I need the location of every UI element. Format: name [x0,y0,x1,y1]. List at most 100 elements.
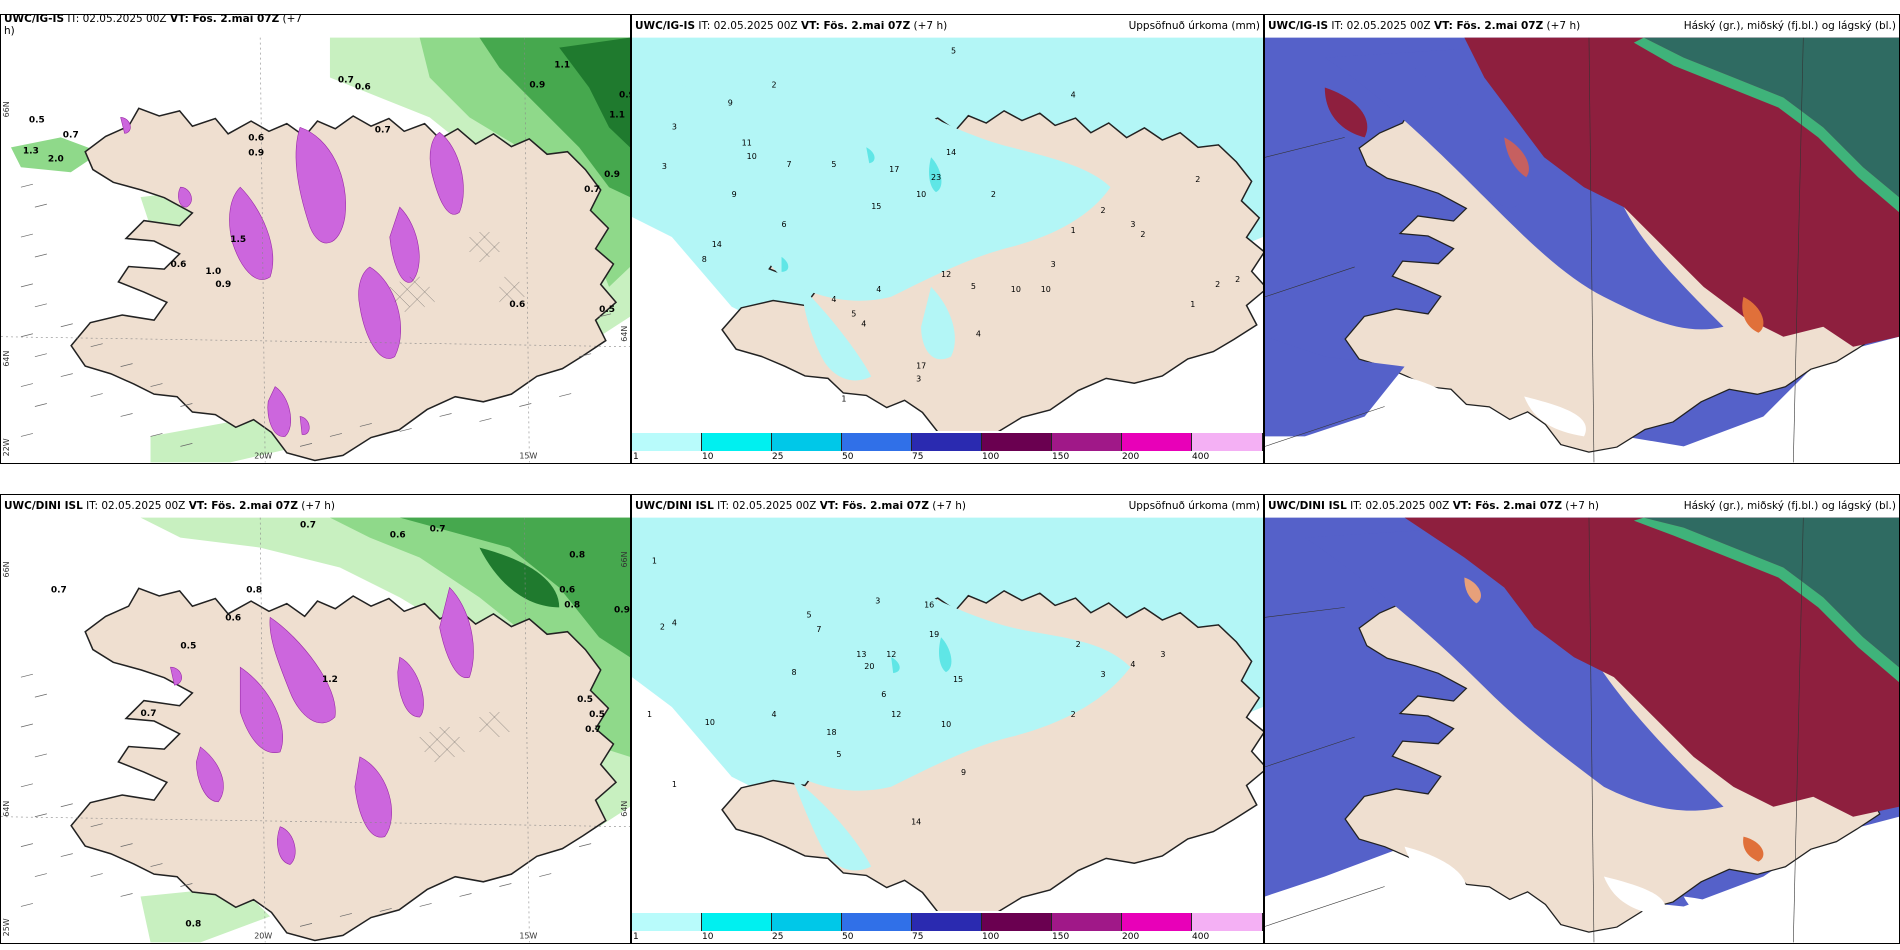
panel-top-mid: UWC/IG-IS IT: 02.05.2025 00Z VT: Fös. 2.… [631,14,1264,464]
value-label: 4 [672,618,677,627]
model-name: UWC/DINI ISL [4,500,83,512]
value-label: 0.6 [355,83,371,93]
graticule [1,37,630,463]
value-label: 3 [1051,260,1056,269]
value-label: 4 [876,285,881,294]
panel-bot-left: UWC/DINI ISL IT: 02.05.2025 00Z VT: Fös.… [0,494,631,944]
colorbar-swatch [982,433,1052,451]
init-time: IT: 02.05.2025 00Z [86,500,186,512]
colorbar-tick: 10 [702,932,714,942]
value-label: 11 [742,138,752,147]
value-label: 17 [916,362,926,371]
value-label: 3 [1101,670,1106,679]
value-label: 0.9 [614,605,630,615]
wind-barbs [20,673,592,927]
lead-time: (+7 h) [1565,500,1599,512]
hatching [419,711,510,763]
value-label: 9 [732,190,737,199]
colorbar-tick: 50 [842,932,854,942]
region-borders [1265,37,1804,463]
value-label: 12 [891,710,901,719]
colorbar-tick: 50 [842,452,854,462]
colorbar-swatch [1052,433,1122,451]
value-label: 0.9 [604,170,620,180]
value-label: 5 [836,750,841,759]
value-label: 2 [1215,280,1220,289]
value-label: 19 [929,630,939,639]
valid-time: VT: Fös. 2.mai 07Z [1433,20,1544,32]
value-label: 14 [946,148,956,157]
lat-label: 64N [620,326,629,342]
value-label: 4 [1130,660,1135,669]
colorbar-swatch [982,913,1052,931]
value-label: 5 [806,610,811,619]
model-name: UWC/IG-IS [4,14,65,25]
value-label: 2 [1076,640,1081,649]
model-name: UWC/IG-IS [635,20,696,32]
init-time: IT: 02.05.2025 00Z [1331,20,1431,32]
colorbar-swatch [1122,913,1192,931]
lead-time-cont: h) [4,25,15,37]
colorbar-swatch [1192,433,1263,451]
value-label: 15 [953,675,963,684]
value-label: 2 [660,622,665,631]
model-name: UWC/DINI ISL [635,500,714,512]
colorbar-tick: 200 [1122,452,1140,462]
colorbar-swatch [1192,913,1263,931]
value-label: 15 [871,202,881,211]
value-label: 0.7 [584,185,600,195]
colorbar: 1 10 25 50 75 100 150 200 400 [632,913,1263,942]
value-label: 2 [1235,275,1240,284]
wind-barbs [20,183,612,447]
value-label: 10 [1041,285,1051,294]
value-label: 2 [772,80,777,89]
lat-label: 64N [2,350,11,366]
colorbar-tick: 25 [772,932,784,942]
model-name: UWC/IG-IS [1268,20,1329,32]
accum-precip-map: 3 2 5 4 3 9 11 10 2 5 7 17 23 14 15 10 5… [632,37,1263,431]
value-label: 5 [951,47,956,56]
map-title: Háský (gr.), miðský (fj.bl.) og lágský (… [1683,500,1896,512]
lon-label: 22W [2,438,11,456]
value-label: 0.8 [564,600,580,610]
value-label: 0.8 [185,919,201,929]
valid-time: VT: Fös. 2.mai 07Z [169,14,280,25]
value-label: 16 [924,600,934,609]
cloud-cover-map [1265,37,1899,463]
panel-bot-right: UWC/DINI ISL IT: 02.05.2025 00Z VT: Fös.… [1264,494,1900,944]
colorbar-tick: 100 [982,452,1000,462]
graticule [1,517,630,943]
lat-label: 66N [2,101,11,117]
valid-time: VT: Fös. 2.mai 07Z [1452,500,1562,512]
model-name: UWC/DINI ISL [1268,500,1347,512]
value-label: 0.7 [430,525,446,535]
value-label: 20 [864,662,874,671]
hatching [389,231,525,312]
colorbar-tick: 150 [1052,932,1070,942]
precip-green-areas [10,37,630,463]
value-label: 0.7 [375,125,391,135]
panel-header: UWC/IG-IS IT: 02.05.2025 00Z VT: Fös. 2.… [1,14,630,37]
valid-time: VT: Fös. 2.mai 07Z [188,500,298,512]
value-label: 2 [1195,175,1200,184]
value-label: 1.1 [554,61,570,71]
snow-areas [170,586,474,865]
value-label: 0.7 [338,76,354,86]
value-label: 3 [672,122,677,131]
value-label: 6 [782,220,787,229]
value-label: 1 [672,780,677,789]
value-label: 4 [861,320,866,329]
value-label: 5 [851,310,856,319]
colorbar-swatch [632,913,702,931]
value-label: 5 [831,160,836,169]
value-label: 0.7 [585,725,601,735]
panel-header: UWC/IG-IS IT: 02.05.2025 00Z VT: Fös. 2.… [632,15,1263,37]
lead-time: (+7 h) [301,500,335,512]
colorbar-swatch [842,913,912,931]
value-label: 0.5 [599,305,615,315]
value-label: 0.9 [619,90,630,100]
value-label: 0.7 [300,521,316,531]
lat-label: 64N [620,801,629,817]
value-label: 4 [772,710,777,719]
value-label: 0.9 [529,81,545,91]
